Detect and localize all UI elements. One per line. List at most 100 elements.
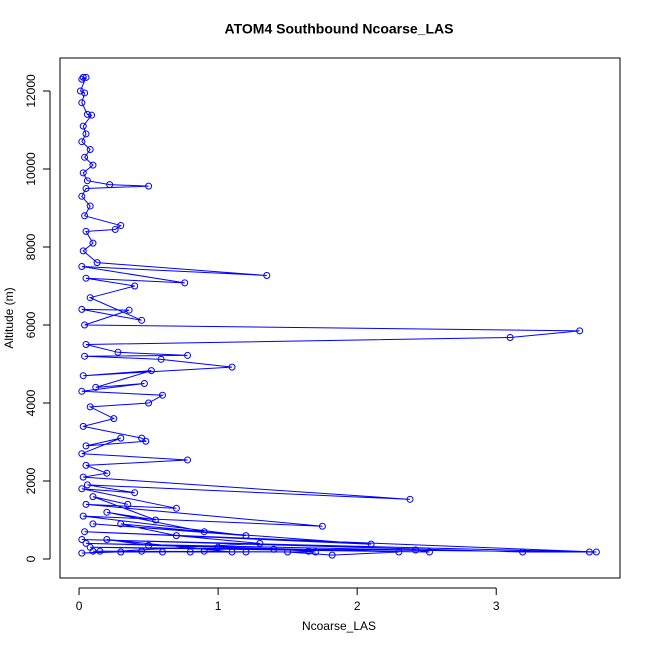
data-point bbox=[89, 239, 97, 247]
data-point bbox=[576, 327, 584, 335]
y-tick-label: 0 bbox=[24, 555, 38, 562]
data-point bbox=[145, 541, 153, 549]
data-point bbox=[82, 73, 90, 81]
data-point bbox=[83, 110, 91, 118]
y-tick-label: 8000 bbox=[24, 233, 38, 260]
data-point bbox=[103, 469, 111, 477]
data-point bbox=[93, 259, 101, 267]
data-point bbox=[172, 504, 180, 512]
data-point bbox=[124, 500, 132, 508]
data-point bbox=[145, 182, 153, 190]
data-point bbox=[412, 546, 420, 554]
data-point bbox=[311, 548, 319, 556]
data-point bbox=[78, 305, 86, 313]
data-point bbox=[79, 473, 87, 481]
data-point bbox=[131, 489, 139, 497]
data-point bbox=[186, 548, 194, 556]
data-point bbox=[96, 547, 104, 555]
data-point bbox=[78, 485, 86, 493]
data-point bbox=[181, 279, 189, 287]
data-point bbox=[89, 161, 97, 169]
data-point bbox=[86, 202, 94, 210]
data-point bbox=[328, 551, 336, 559]
data-point bbox=[78, 75, 86, 83]
data-point bbox=[79, 73, 87, 81]
data-point bbox=[184, 351, 192, 359]
data-point bbox=[78, 262, 86, 270]
data-point bbox=[256, 539, 264, 547]
data-point bbox=[406, 495, 414, 503]
data-point bbox=[184, 456, 192, 464]
plot-frame bbox=[59, 57, 621, 579]
data-point bbox=[83, 481, 91, 489]
data-point bbox=[114, 348, 122, 356]
data-point bbox=[81, 352, 89, 360]
data-point bbox=[79, 247, 87, 255]
data-point bbox=[82, 341, 90, 349]
data-point bbox=[82, 461, 90, 469]
x-tick-label: 0 bbox=[76, 599, 83, 613]
data-point bbox=[92, 383, 100, 391]
data-point bbox=[110, 415, 118, 423]
data-point bbox=[86, 145, 94, 153]
data-point bbox=[138, 547, 146, 555]
data-point bbox=[89, 493, 97, 501]
data-point bbox=[82, 500, 90, 508]
x-tick-label: 3 bbox=[493, 599, 500, 613]
data-point bbox=[86, 403, 94, 411]
data-point bbox=[131, 282, 139, 290]
data-point bbox=[152, 516, 160, 524]
data-point bbox=[81, 89, 89, 97]
data-point bbox=[147, 367, 155, 375]
data-point bbox=[138, 316, 146, 324]
data-point bbox=[78, 192, 86, 200]
data-point bbox=[200, 547, 208, 555]
data-point bbox=[270, 545, 278, 553]
data-point bbox=[158, 548, 166, 556]
data-point bbox=[83, 177, 91, 185]
data-point bbox=[82, 227, 90, 235]
chart-title: ATOM4 Southbound Ncoarse_LAS bbox=[225, 21, 454, 37]
y-axis-label: Altitude (m) bbox=[2, 287, 16, 348]
data-point bbox=[318, 522, 326, 530]
data-point bbox=[79, 422, 87, 430]
data-point bbox=[82, 130, 90, 138]
data-point bbox=[79, 512, 87, 520]
data-point bbox=[228, 548, 236, 556]
data-point bbox=[111, 225, 119, 233]
data-point bbox=[82, 274, 90, 282]
data-point bbox=[592, 548, 600, 556]
data-point bbox=[200, 528, 208, 536]
data-line bbox=[79, 76, 597, 556]
data-point bbox=[79, 372, 87, 380]
data-point bbox=[78, 536, 86, 544]
data-point bbox=[367, 540, 375, 548]
data-point bbox=[158, 391, 166, 399]
data-point bbox=[242, 548, 250, 556]
y-tick-label: 12000 bbox=[24, 74, 38, 108]
data-point bbox=[79, 169, 87, 177]
x-tick-label: 2 bbox=[354, 599, 361, 613]
data-point bbox=[103, 508, 111, 516]
data-point bbox=[157, 355, 165, 363]
y-tick-label: 10000 bbox=[24, 152, 38, 186]
data-point bbox=[117, 434, 125, 442]
data-point bbox=[140, 380, 148, 388]
data-point bbox=[145, 399, 153, 407]
data-point bbox=[519, 548, 527, 556]
data-point bbox=[81, 321, 89, 329]
data-point bbox=[76, 87, 84, 95]
data-point bbox=[214, 543, 222, 551]
data-point bbox=[89, 520, 97, 528]
data-point bbox=[82, 184, 90, 192]
data-point bbox=[78, 138, 86, 146]
data-point bbox=[81, 153, 89, 161]
y-tick-label: 4000 bbox=[24, 389, 38, 416]
data-point bbox=[81, 212, 89, 220]
data-point bbox=[79, 122, 87, 130]
data-point bbox=[172, 532, 180, 540]
data-point bbox=[284, 548, 292, 556]
data-point bbox=[106, 181, 114, 189]
